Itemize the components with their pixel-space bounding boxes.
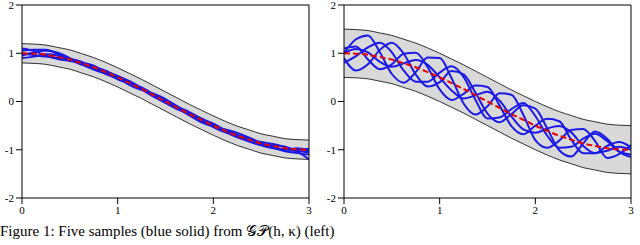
svg-text:1: 1 (437, 204, 443, 216)
svg-text:-2: -2 (327, 192, 336, 204)
svg-text:-1: -1 (327, 144, 336, 156)
svg-text:3: 3 (306, 204, 312, 216)
svg-text:0: 0 (341, 204, 347, 216)
svg-text:2: 2 (211, 204, 217, 216)
svg-text:0: 0 (19, 204, 25, 216)
svg-text:0: 0 (331, 95, 337, 107)
svg-text:2: 2 (9, 0, 15, 11)
svg-text:0: 0 (9, 95, 15, 107)
html-text:Figure 1: Five samples (blue s: Figure 1: Five samples (blue solid) from… (0, 223, 335, 239)
svg-text:1: 1 (115, 204, 121, 216)
svg-text:1: 1 (9, 47, 15, 59)
svg-text:-2: -2 (8, 192, 14, 204)
svg-text:1: 1 (331, 47, 337, 59)
svg-text:2: 2 (331, 0, 337, 11)
svg-text:2: 2 (533, 204, 539, 216)
svg-text:-1: -1 (8, 144, 14, 156)
svg-text:3: 3 (628, 204, 632, 216)
